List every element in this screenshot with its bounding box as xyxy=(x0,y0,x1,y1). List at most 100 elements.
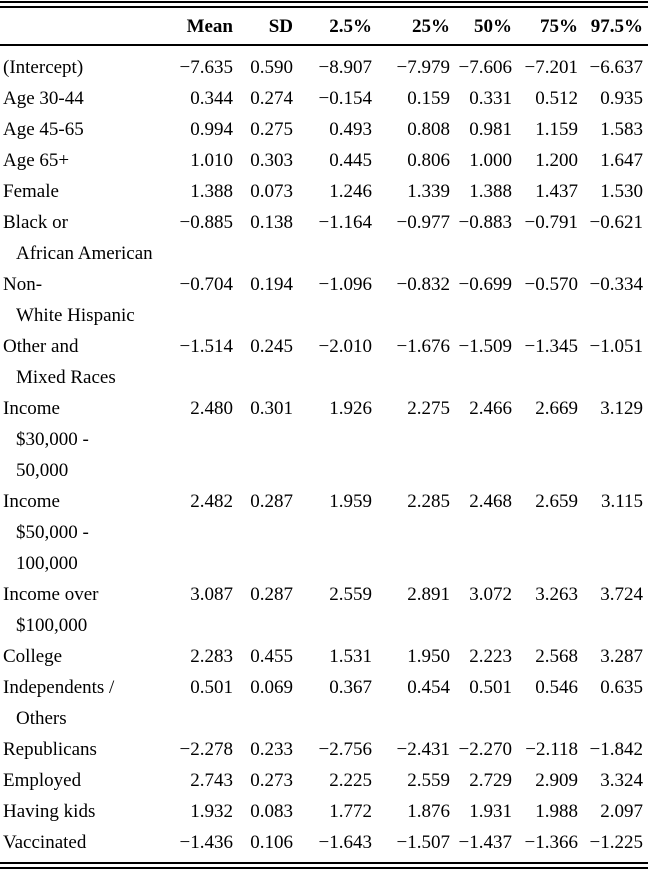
value-cell: 0.512 xyxy=(535,88,578,109)
bottom-rule-inner xyxy=(0,866,648,869)
value-cell: 0.493 xyxy=(329,119,372,140)
row-label: Republicans xyxy=(3,734,171,765)
value-cell: 0.331 xyxy=(469,88,512,109)
value-cell: 1.583 xyxy=(600,119,643,140)
top-rule-outer xyxy=(0,1,648,3)
row-label-line: Black or xyxy=(3,212,68,233)
row-label-line: 100,000 xyxy=(16,553,78,574)
row-label: Age 45-65 xyxy=(3,114,171,145)
value-cell: 0.106 xyxy=(250,832,293,853)
value-cell: 2.468 xyxy=(469,491,512,512)
value-cell: −1.051 xyxy=(589,336,643,357)
value-cell: 1.000 xyxy=(469,150,512,171)
value-cell: 0.455 xyxy=(250,646,293,667)
row-label: College xyxy=(3,641,171,672)
row-label: Independents / Others xyxy=(3,672,171,734)
value-cell: −0.334 xyxy=(589,274,643,295)
header-separator-rule xyxy=(0,44,648,46)
row-label: Female xyxy=(3,176,171,207)
value-cell: −0.621 xyxy=(589,212,643,233)
value-cell: −0.883 xyxy=(458,212,512,233)
row-label-line: Income xyxy=(3,398,60,419)
value-cell: 1.959 xyxy=(329,491,372,512)
value-cell: −2.270 xyxy=(458,739,512,760)
table-row: Other and Mixed Races −1.514 0.245 −2.010 −1.… xyxy=(0,331,648,393)
value-cell: 0.501 xyxy=(190,677,233,698)
value-cell: −1.164 xyxy=(318,212,372,233)
value-cell: 0.273 xyxy=(250,770,293,791)
table-header-row: Mean SD 2.5% 25% 50% 75% 97.5% xyxy=(0,8,648,44)
value-cell: 1.388 xyxy=(190,181,233,202)
row-label-line: Income xyxy=(3,491,60,512)
row-label-line: Employed xyxy=(3,770,82,791)
value-cell: −2.118 xyxy=(525,739,578,760)
value-cell: 0.935 xyxy=(600,88,643,109)
row-label-line: White Hispanic xyxy=(16,305,135,326)
value-cell: 0.233 xyxy=(250,739,293,760)
value-cell: 2.909 xyxy=(535,770,578,791)
value-cell: 2.097 xyxy=(600,801,643,822)
value-cell: −7.979 xyxy=(396,57,450,78)
row-label-line: $50,000 - xyxy=(16,522,89,543)
row-label: Non- White Hispanic xyxy=(3,269,171,331)
value-cell: 0.083 xyxy=(250,801,293,822)
row-label-line: $100,000 xyxy=(16,615,88,636)
value-cell: 2.466 xyxy=(469,398,512,419)
value-cell: 3.072 xyxy=(469,584,512,605)
value-cell: 1.530 xyxy=(600,181,643,202)
value-cell: 1.200 xyxy=(535,150,578,171)
value-cell: 3.263 xyxy=(535,584,578,605)
value-cell: 2.223 xyxy=(469,646,512,667)
value-cell: 0.073 xyxy=(250,181,293,202)
row-label: Other and Mixed Races xyxy=(3,331,171,393)
row-label: Age 30-44 xyxy=(3,83,171,114)
value-cell: 1.437 xyxy=(535,181,578,202)
value-cell: −1.366 xyxy=(524,832,578,853)
table-row: Income over $100,000 3.087 0.287 2.559 2.891 3… xyxy=(0,579,648,641)
value-cell: 3.724 xyxy=(600,584,643,605)
column-header: 97.5% xyxy=(590,15,643,37)
row-label-line: Age 30-44 xyxy=(3,88,84,109)
table-row: (Intercept) −7.635 0.590 −8.907 −7.979 −7.606… xyxy=(0,52,648,83)
column-header: Mean xyxy=(186,15,233,37)
value-cell: −2.756 xyxy=(318,739,372,760)
value-cell: 3.287 xyxy=(600,646,643,667)
column-header: 50% xyxy=(474,15,512,37)
value-cell: 1.876 xyxy=(407,801,450,822)
value-cell: −1.437 xyxy=(458,832,512,853)
value-cell: 3.115 xyxy=(600,491,643,512)
value-cell: −1.507 xyxy=(396,832,450,853)
value-cell: −1.096 xyxy=(318,274,372,295)
value-cell: 1.339 xyxy=(407,181,450,202)
value-cell: 0.367 xyxy=(329,677,372,698)
row-label: Age 65+ xyxy=(3,145,171,176)
value-cell: 2.285 xyxy=(407,491,450,512)
value-cell: 0.274 xyxy=(250,88,293,109)
value-cell: 2.559 xyxy=(329,584,372,605)
row-label-line: Vaccinated xyxy=(3,832,87,853)
column-header: 25% xyxy=(412,15,450,37)
value-cell: 0.138 xyxy=(250,212,293,233)
row-label-line: Non- xyxy=(3,274,43,295)
value-cell: −1.676 xyxy=(396,336,450,357)
table-row: Age 30-44 0.344 0.274 −0.154 0.159 0.331 0.512… xyxy=(0,83,648,114)
table-row: Republicans −2.278 0.233 −2.756 −2.431 −2.270… xyxy=(0,734,648,765)
row-label: Vaccinated xyxy=(3,827,171,858)
value-cell: 0.069 xyxy=(250,677,293,698)
row-label-line: $30,000 - xyxy=(16,429,89,450)
value-cell: 2.669 xyxy=(535,398,578,419)
table-row: Female 1.388 0.073 1.246 1.339 1.388 1.437 1.53… xyxy=(0,176,648,207)
row-label-line: Republicans xyxy=(3,739,97,760)
top-rule-inner xyxy=(0,6,648,8)
row-label-line: Having kids xyxy=(3,801,96,822)
value-cell: 1.950 xyxy=(407,646,450,667)
value-cell: 2.225 xyxy=(329,770,372,791)
value-cell: −1.225 xyxy=(589,832,643,853)
value-cell: 2.568 xyxy=(535,646,578,667)
value-cell: 0.344 xyxy=(190,88,233,109)
row-label: (Intercept) xyxy=(3,52,171,83)
row-label: Black or African American xyxy=(3,207,171,269)
value-cell: 0.546 xyxy=(535,677,578,698)
value-cell: 2.480 xyxy=(190,398,233,419)
value-cell: −2.431 xyxy=(396,739,450,760)
